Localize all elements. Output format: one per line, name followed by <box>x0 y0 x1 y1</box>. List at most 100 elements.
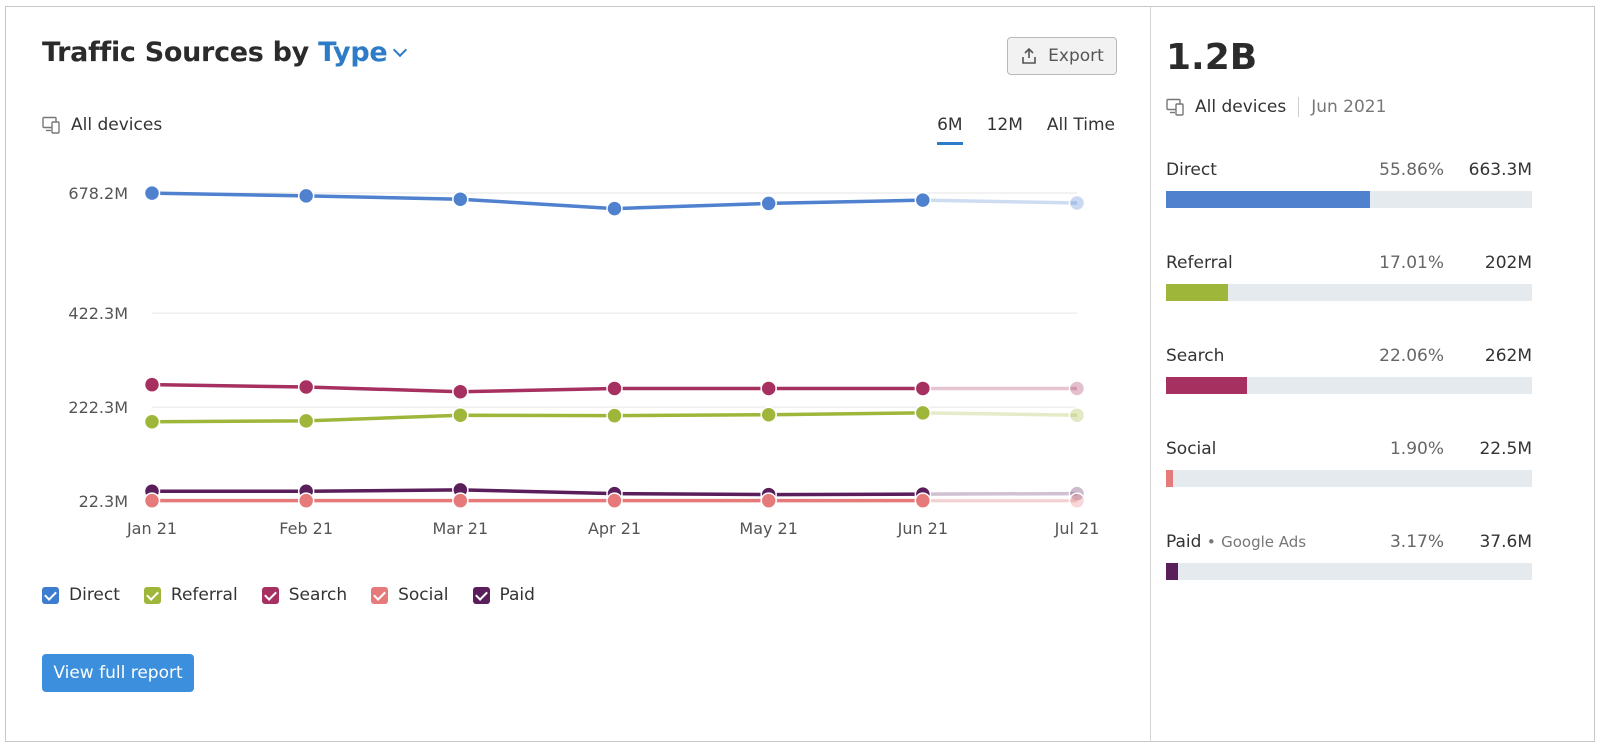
data-point-referral <box>760 406 777 423</box>
tab-all-time[interactable]: All Time <box>1046 115 1115 135</box>
summary-date: Jun 2021 <box>1311 97 1387 117</box>
legend-item-referral[interactable]: Referral <box>143 585 238 605</box>
data-point-search <box>914 380 932 397</box>
source-row-paid: Paid • Google Ads 3.17% 37.6M <box>1166 532 1532 580</box>
source-bar-fill <box>1166 470 1173 487</box>
source-bar-fill <box>1166 191 1371 208</box>
source-percent: 17.01% <box>1379 253 1444 273</box>
data-point-social <box>452 492 469 509</box>
source-name: Paid • Google Ads <box>1166 532 1306 552</box>
data-point-direct <box>452 190 469 208</box>
source-bar-track <box>1166 191 1532 208</box>
data-point-referral <box>606 407 623 424</box>
x-tick-label: Jan 21 <box>126 519 177 538</box>
source-percent: 22.06% <box>1379 346 1444 366</box>
data-point-referral <box>297 412 315 430</box>
legend-label: Direct <box>69 585 120 605</box>
data-point-referral <box>143 413 161 431</box>
source-value: 202M <box>1484 253 1532 273</box>
series-line-direct <box>151 191 923 211</box>
data-point-direct <box>606 200 623 217</box>
data-point-social <box>914 492 932 509</box>
checkbox-icon <box>261 586 279 604</box>
source-subtitle: Google Ads <box>1221 533 1307 551</box>
export-button[interactable]: Export <box>1007 37 1117 75</box>
legend-item-paid[interactable]: Paid <box>472 585 535 605</box>
data-point-search <box>297 378 315 396</box>
y-tick-label: 422.3M <box>68 304 128 323</box>
data-point-direct <box>143 184 161 202</box>
data-point-social <box>143 492 161 509</box>
tab-12m[interactable]: 12M <box>986 115 1023 135</box>
source-bar-track <box>1166 470 1532 487</box>
devices-icon <box>42 116 60 134</box>
view-full-report-button[interactable]: View full report <box>42 654 194 692</box>
data-point-search <box>1068 380 1086 397</box>
series-projection-direct <box>922 198 1078 205</box>
checkbox-icon <box>143 586 161 604</box>
data-point-direct <box>760 195 777 212</box>
data-point-social <box>760 492 777 509</box>
chart-panel: Traffic Sources by Type Export All devic… <box>6 7 1151 741</box>
summary-meta: All devices Jun 2021 <box>1166 97 1386 117</box>
data-point-search <box>452 383 469 400</box>
summary-panel: 1.2B All devices Jun 2021 Direct 55.86% … <box>1152 7 1596 741</box>
type-selector-label: Type <box>318 37 388 68</box>
source-percent: 3.17% <box>1389 532 1444 552</box>
source-bar-track <box>1166 563 1532 580</box>
data-point-search <box>606 380 623 397</box>
x-tick-label: Apr 21 <box>588 519 641 538</box>
legend-label: Search <box>288 585 348 605</box>
source-bar-fill <box>1166 377 1247 394</box>
data-point-referral <box>914 404 932 422</box>
devices-icon <box>1166 98 1184 116</box>
x-tick-label: Jun 21 <box>897 519 948 538</box>
source-name: Social <box>1166 439 1217 459</box>
data-point-referral <box>1068 406 1086 424</box>
export-icon <box>1022 47 1036 64</box>
chart-legend: Direct Referral Search Social Paid <box>42 585 535 605</box>
widget-title: Traffic Sources by Type <box>42 37 408 68</box>
data-point-social <box>297 492 315 509</box>
source-name: Direct <box>1166 160 1217 180</box>
data-point-direct <box>297 187 315 205</box>
source-row-referral: Referral 17.01% 202M <box>1166 253 1532 301</box>
total-traffic: 1.2B <box>1166 37 1258 78</box>
series-projection-referral <box>922 411 1078 417</box>
traffic-sources-card: Traffic Sources by Type Export All devic… <box>5 6 1595 742</box>
y-tick-label: 222.3M <box>68 398 128 417</box>
source-value: 262M <box>1484 346 1532 366</box>
legend-item-search[interactable]: Search <box>261 585 348 605</box>
legend-item-social[interactable]: Social <box>371 585 449 605</box>
devices-filter[interactable]: All devices <box>42 115 162 135</box>
chevron-down-icon <box>393 42 408 58</box>
checkbox-icon <box>371 586 389 604</box>
devices-label: All devices <box>71 115 163 135</box>
type-selector[interactable]: Type <box>318 37 408 68</box>
checkbox-icon <box>42 586 59 604</box>
period-tabs: 6M 12M All Time <box>937 115 1115 145</box>
source-name-text: Paid <box>1166 532 1202 552</box>
source-percent: 55.86% <box>1379 160 1444 180</box>
source-bar-fill <box>1166 284 1229 301</box>
source-bar-fill <box>1166 563 1178 580</box>
source-value: 663.3M <box>1468 160 1532 180</box>
source-row-search: Search 22.06% 262M <box>1166 346 1532 394</box>
tab-6m[interactable]: 6M <box>937 115 964 145</box>
data-point-direct <box>1068 194 1086 212</box>
data-point-direct <box>914 191 932 209</box>
legend-label: Paid <box>499 585 535 605</box>
legend-item-direct[interactable]: Direct <box>42 585 120 605</box>
x-tick-label: Feb 21 <box>279 519 333 538</box>
source-row-social: Social 1.90% 22.5M <box>1166 439 1532 487</box>
export-label: Export <box>1048 46 1104 66</box>
legend-label: Referral <box>170 585 238 605</box>
data-point-social <box>1068 492 1086 509</box>
source-percent: 1.90% <box>1389 439 1444 459</box>
source-row-direct: Direct 55.86% 663.3M <box>1166 160 1532 208</box>
series-line-referral <box>151 411 923 424</box>
data-point-referral <box>452 406 469 424</box>
source-name: Referral <box>1166 253 1233 273</box>
source-dot: • <box>1206 533 1216 551</box>
y-tick-label: 678.2M <box>68 184 128 203</box>
